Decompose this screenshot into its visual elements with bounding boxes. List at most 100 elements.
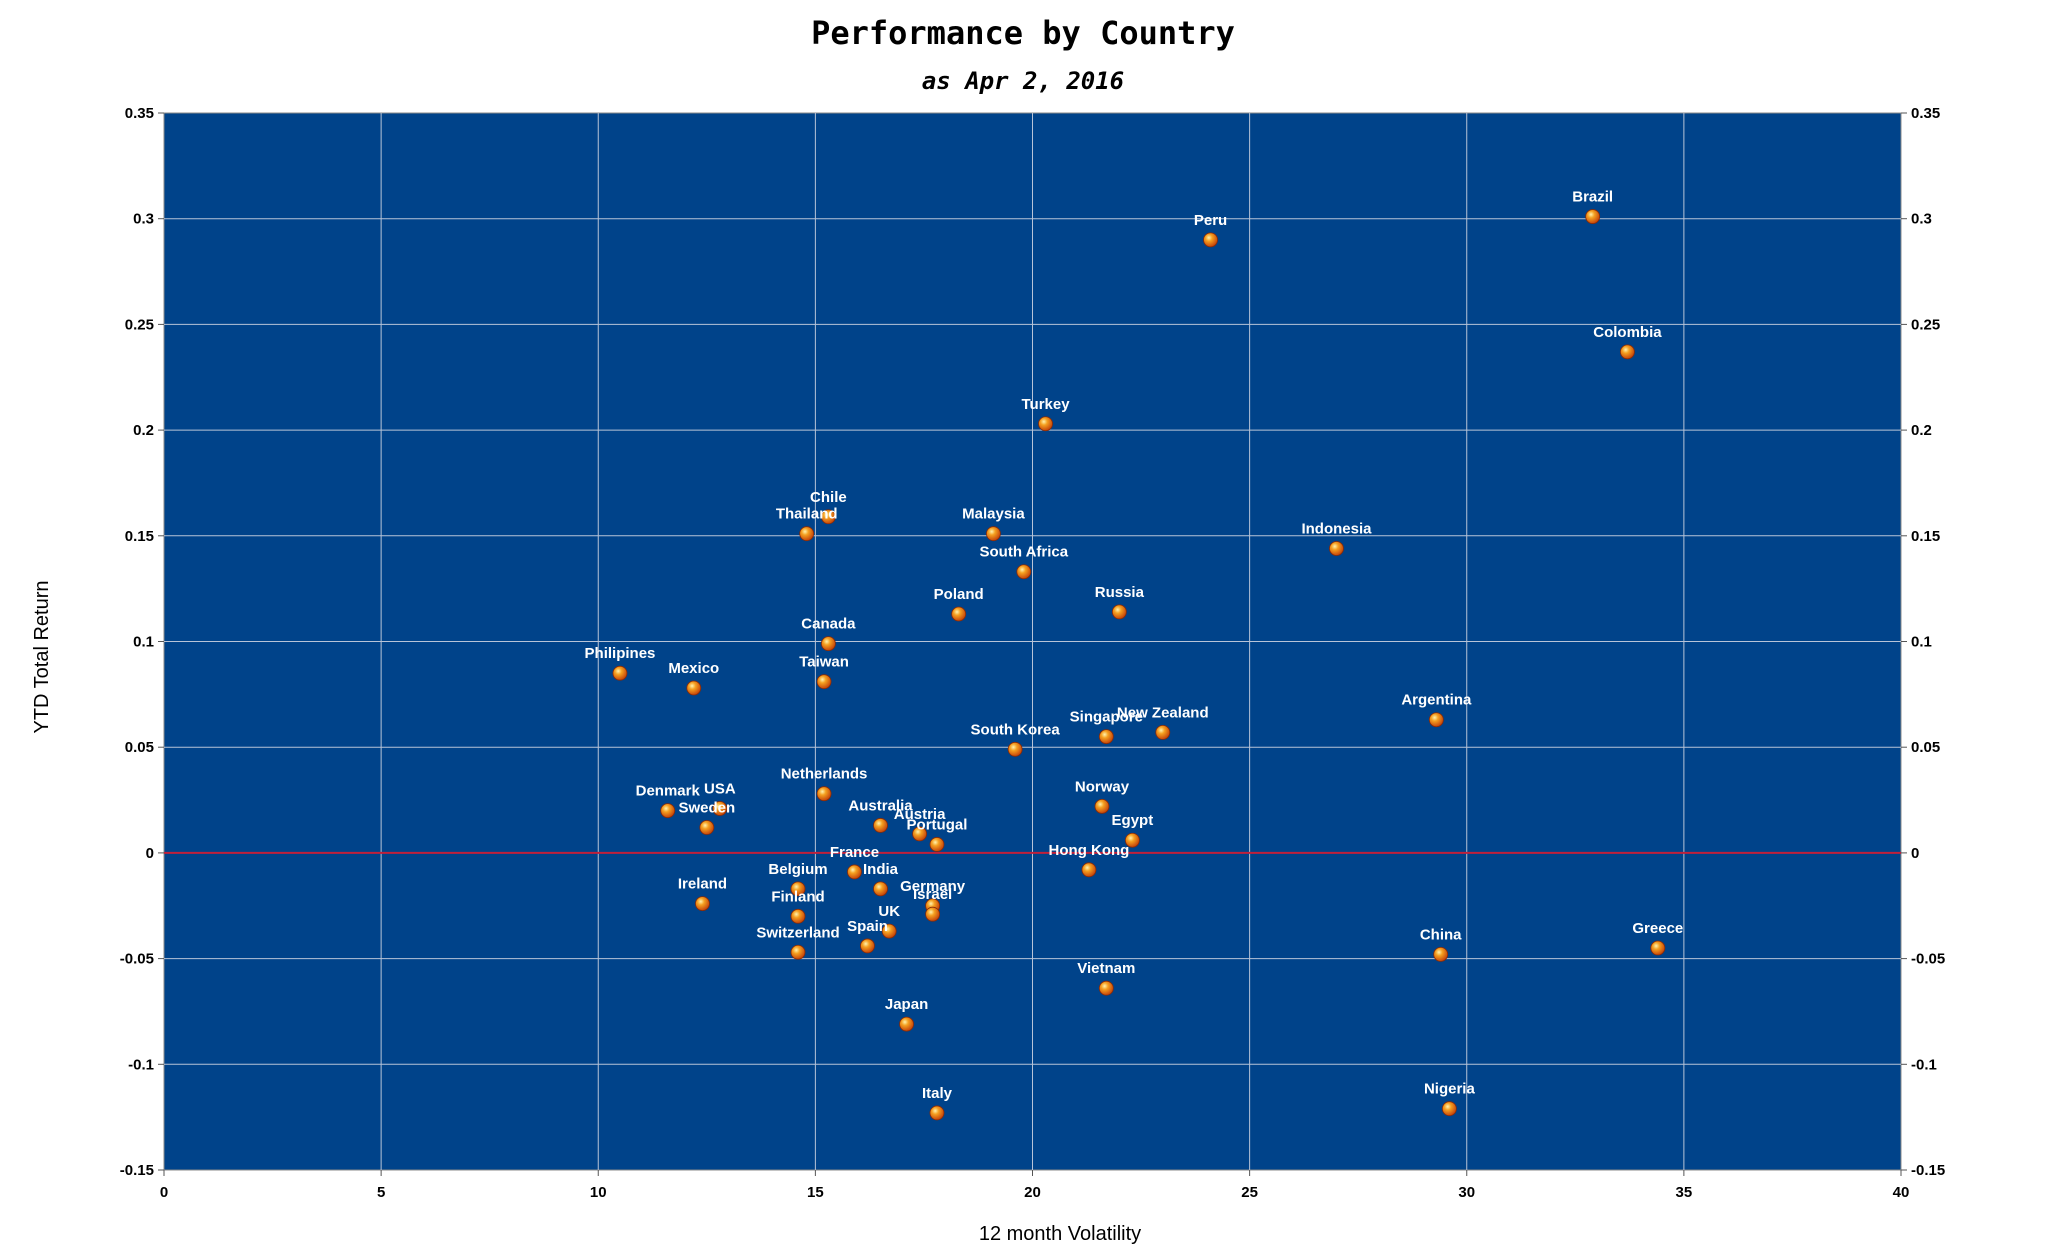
data-point-label: Netherlands	[781, 766, 868, 783]
chart-title: Performance by Country	[811, 14, 1235, 52]
data-point	[1098, 729, 1114, 745]
data-point-label: Vietnam	[1077, 960, 1135, 977]
data-point-label: Switzerland	[756, 924, 839, 941]
y-tick-label-right: -0.15	[1911, 1162, 1945, 1179]
y-axis-label: YTD Total Return	[31, 580, 53, 733]
data-point-label: Finland	[771, 888, 824, 905]
data-point-label: Nigeria	[1424, 1081, 1476, 1098]
data-point-label: Colombia	[1593, 324, 1662, 341]
y-tick-label-left: 0.3	[133, 211, 154, 228]
y-tick-label-right: 0.3	[1911, 211, 1932, 228]
data-point-label: UK	[878, 903, 900, 920]
x-tick-label: 10	[590, 1184, 607, 1201]
data-point	[1585, 209, 1601, 224]
data-point	[860, 938, 875, 954]
data-point	[821, 636, 836, 652]
x-tick-label: 15	[807, 1184, 824, 1201]
x-tick-label: 40	[1893, 1184, 1910, 1201]
data-point	[712, 801, 728, 816]
x-tick-label: 25	[1241, 1184, 1258, 1201]
data-point	[1155, 725, 1171, 740]
data-point	[1124, 832, 1140, 848]
data-point-label: Norway	[1075, 778, 1130, 795]
y-tick-label-right: 0	[1911, 845, 1919, 862]
data-point	[790, 881, 806, 897]
x-tick-label: 0	[160, 1184, 168, 1201]
y-tick-label-right: 0.25	[1911, 316, 1940, 333]
y-tick-label-right: 0.2	[1911, 422, 1932, 439]
data-point	[951, 606, 967, 622]
data-point	[1098, 980, 1114, 996]
chart-subtitle: as Apr 2, 2016	[922, 67, 1124, 95]
data-point-label: Taiwan	[799, 654, 849, 671]
data-point-label: USA	[704, 781, 736, 798]
data-point	[1620, 344, 1635, 360]
data-point	[816, 786, 832, 802]
data-point-label: Greece	[1632, 920, 1683, 937]
data-point	[986, 526, 1001, 542]
data-point-label: Australia	[848, 797, 913, 814]
data-point-label: Argentina	[1401, 692, 1472, 709]
data-point	[847, 864, 862, 880]
y-tick-label-left: 0.35	[125, 105, 154, 122]
y-tick-label-right: 0.05	[1911, 739, 1940, 756]
data-point	[1016, 564, 1032, 580]
data-point	[612, 665, 628, 681]
data-point-label: Austria	[894, 806, 946, 823]
data-point-label: Turkey	[1021, 396, 1070, 413]
data-point	[1203, 232, 1218, 248]
data-point	[899, 1016, 914, 1032]
data-point-label: Thailand	[776, 506, 838, 523]
data-point	[912, 826, 927, 842]
data-point	[790, 944, 806, 960]
y-tick-label-right: 0.15	[1911, 528, 1940, 545]
y-tick-label-left: -0.15	[120, 1162, 154, 1179]
data-point	[1111, 604, 1127, 620]
data-point	[873, 881, 888, 897]
data-point-label: Belgium	[768, 861, 827, 878]
data-point-label: Singapore	[1070, 709, 1143, 726]
y-tick-label-left: -0.1	[128, 1056, 154, 1073]
data-point	[1329, 541, 1344, 556]
grid	[164, 113, 1901, 1170]
axis-ticks: 0 5 10 15 20 25 30 35 40 0.35 0.35 0.3 0.3 0.25 0.25 0.…	[120, 105, 1945, 1201]
x-tick-label: 35	[1676, 1184, 1693, 1201]
data-point-label: Indonesia	[1301, 520, 1372, 537]
data-point	[816, 674, 832, 690]
data-point	[1650, 940, 1666, 956]
x-tick-label: 5	[377, 1184, 385, 1201]
data-point	[873, 818, 888, 833]
data-point-label: Denmark	[636, 783, 701, 800]
data-point-label: Brazil	[1572, 189, 1613, 206]
data-point-label: Egypt	[1112, 812, 1154, 829]
data-point-label: New Zealand	[1117, 704, 1209, 721]
data-point-label: India	[863, 861, 899, 878]
data-point-label: Malaysia	[962, 506, 1025, 523]
data-point	[1007, 741, 1023, 757]
data-point	[925, 906, 941, 922]
data-point	[1433, 946, 1449, 962]
y-tick-label-left: -0.05	[120, 951, 154, 968]
y-tick-label-right: -0.05	[1911, 951, 1945, 968]
data-point-label: Philipines	[585, 645, 656, 662]
data-point	[695, 896, 710, 912]
data-point	[1094, 798, 1110, 814]
data-point-label: Russia	[1095, 584, 1145, 601]
x-tick-label: 20	[1024, 1184, 1041, 1201]
data-point	[929, 837, 945, 852]
data-point	[881, 923, 897, 939]
data-point-label: Italy	[922, 1085, 953, 1102]
data-point-label: Israel	[913, 886, 952, 903]
data-point-label: Chile	[810, 489, 847, 506]
data-point	[799, 526, 815, 542]
data-point	[1081, 862, 1097, 878]
data-point	[1441, 1101, 1457, 1117]
data-point-label: Mexico	[668, 660, 719, 677]
data-point-label: South Africa	[980, 544, 1069, 561]
data-point	[1038, 416, 1053, 432]
y-tick-label-right: 0.1	[1911, 634, 1932, 651]
data-point	[660, 803, 676, 819]
data-point	[929, 1105, 945, 1121]
